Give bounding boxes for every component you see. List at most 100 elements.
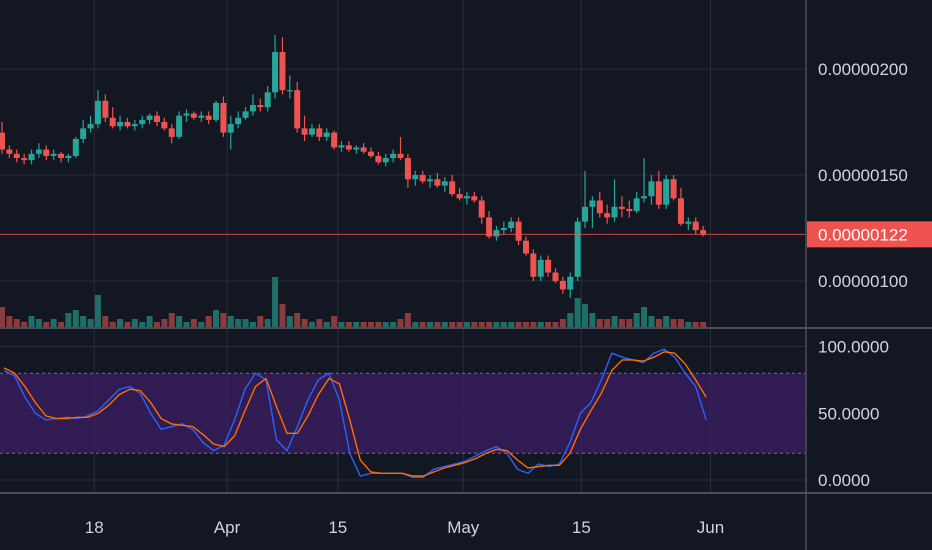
volume-bar — [685, 322, 692, 328]
candle-body — [648, 181, 655, 197]
candle-body — [316, 128, 323, 137]
volume-bar — [596, 319, 603, 328]
volume-bar — [50, 319, 57, 328]
volume-bar — [655, 319, 662, 328]
volume-bar — [249, 322, 256, 328]
volume-bar — [43, 322, 50, 328]
candle-body — [272, 52, 279, 93]
price-axis-label-1: 0.00000200 — [818, 60, 908, 79]
volume-bar — [65, 313, 72, 328]
candle-body — [43, 149, 50, 156]
candle-body — [264, 92, 271, 108]
volume-bars — [0, 277, 707, 328]
stoch-axis-label-2: 50.0000 — [818, 404, 879, 423]
candle-body — [242, 111, 249, 118]
candle-body — [456, 194, 463, 199]
volume-bar — [567, 313, 574, 328]
candle-body — [552, 272, 559, 281]
candle-body — [124, 122, 131, 127]
price-axis-label-2: 0.00000150 — [818, 166, 908, 185]
candle-body — [227, 124, 234, 133]
stochastic-lines — [3, 348, 707, 478]
volume-bar — [648, 316, 655, 328]
volume-bar — [626, 319, 633, 328]
volume-bar — [537, 322, 544, 328]
volume-bar — [530, 322, 537, 328]
candle-body — [508, 221, 515, 228]
candle-body — [604, 213, 611, 218]
candle-body — [0, 132, 5, 150]
candle-body — [360, 147, 367, 152]
time-label-1: 18 — [85, 518, 104, 537]
candle-body — [139, 119, 146, 125]
volume-bar — [279, 304, 286, 328]
stochastic-band — [0, 372, 806, 454]
volume-bar — [227, 316, 234, 328]
candle-body — [486, 217, 493, 237]
candlestick-series — [0, 35, 806, 298]
volume-bar — [308, 322, 315, 328]
volume-bar — [397, 319, 404, 328]
candle-body — [323, 132, 330, 137]
candle-body — [102, 100, 109, 118]
candle-body — [382, 158, 389, 163]
candle-body — [500, 228, 507, 231]
current-price-tag: 0.00000122 — [807, 221, 932, 248]
volume-bar — [604, 319, 611, 328]
candle-body — [574, 221, 581, 277]
candle-body — [478, 200, 485, 218]
candle-body — [109, 117, 116, 127]
candle-body — [589, 200, 596, 207]
volume-bar — [13, 319, 20, 328]
volume-bar — [449, 322, 456, 328]
volume-bar — [264, 319, 271, 328]
volume-bar — [582, 304, 589, 328]
candle-body — [308, 128, 315, 135]
volume-bar — [220, 313, 227, 328]
candle-body — [677, 198, 684, 224]
volume-bar — [545, 322, 552, 328]
volume-bar — [574, 298, 581, 328]
stoch-d-line — [3, 351, 707, 477]
volume-bar — [80, 316, 87, 328]
volume-bar — [146, 316, 153, 328]
candle-body — [427, 179, 434, 182]
volume-bar — [117, 319, 124, 328]
stochastic-axis[interactable]: 100.0000 50.0000 0.0000 — [818, 338, 889, 491]
price-axis[interactable]: 0.00000200 0.00000150 0.00000100 — [818, 60, 908, 291]
candle-body — [220, 102, 227, 133]
volume-bar — [28, 316, 35, 328]
candle-body — [331, 132, 338, 148]
candle-body — [537, 259, 544, 277]
volume-bar — [456, 322, 463, 328]
volume-bar — [168, 313, 175, 328]
candle-body — [301, 128, 308, 135]
volume-bar — [242, 319, 249, 328]
volume-bar — [235, 319, 242, 328]
volume-bar — [338, 322, 345, 328]
candle-body — [545, 259, 552, 273]
volume-bar — [670, 319, 677, 328]
candle-body — [286, 90, 293, 92]
volume-bar — [161, 319, 168, 328]
candle-body — [530, 253, 537, 277]
time-label-5: 15 — [572, 518, 591, 537]
volume-bar — [94, 295, 101, 328]
time-axis[interactable]: 18 Apr 15 May 15 Jun — [85, 518, 724, 537]
candle-body — [28, 153, 35, 161]
candle-body — [522, 240, 529, 254]
volume-bar — [58, 322, 65, 328]
candle-body — [198, 115, 205, 118]
stoch-axis-label-1: 100.0000 — [818, 338, 889, 357]
volume-bar — [441, 322, 448, 328]
volume-bar — [131, 319, 138, 328]
candle-body — [72, 138, 79, 156]
volume-bar — [368, 322, 374, 328]
candle-body — [375, 155, 382, 163]
candle-body — [176, 115, 183, 137]
candle-body — [6, 149, 13, 154]
current-price-tag-bg — [807, 221, 932, 248]
candle-body — [670, 179, 677, 199]
